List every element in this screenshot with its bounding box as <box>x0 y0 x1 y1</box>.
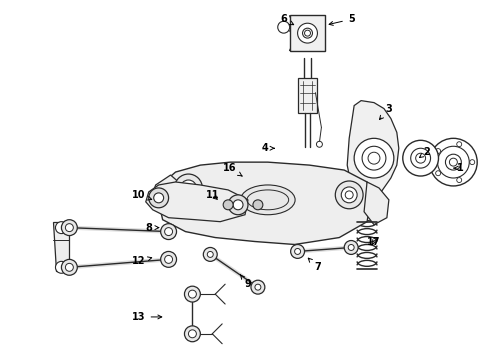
Circle shape <box>411 148 431 168</box>
Circle shape <box>207 251 213 257</box>
Ellipse shape <box>247 190 289 210</box>
Circle shape <box>348 244 354 251</box>
Circle shape <box>228 195 248 215</box>
Circle shape <box>436 171 441 176</box>
Circle shape <box>305 30 311 36</box>
Circle shape <box>430 138 477 186</box>
Circle shape <box>253 200 263 210</box>
Circle shape <box>403 140 439 176</box>
Circle shape <box>335 181 363 209</box>
Text: 10: 10 <box>132 190 152 200</box>
Polygon shape <box>290 15 325 51</box>
Text: 3: 3 <box>379 104 392 120</box>
Polygon shape <box>364 182 389 225</box>
Circle shape <box>189 290 196 298</box>
Circle shape <box>297 23 318 43</box>
Circle shape <box>161 251 176 267</box>
Text: 8: 8 <box>146 222 159 233</box>
Text: 9: 9 <box>240 274 251 289</box>
Circle shape <box>341 187 357 203</box>
Text: 7: 7 <box>308 258 321 272</box>
Circle shape <box>445 154 461 170</box>
Text: 17: 17 <box>367 237 381 247</box>
Circle shape <box>344 240 358 255</box>
Circle shape <box>203 247 217 261</box>
Circle shape <box>55 222 68 234</box>
Circle shape <box>61 220 77 235</box>
Polygon shape <box>159 162 371 244</box>
Circle shape <box>233 200 243 210</box>
Circle shape <box>184 184 193 192</box>
Text: 6: 6 <box>280 14 294 25</box>
Circle shape <box>317 141 322 147</box>
Circle shape <box>354 138 394 178</box>
Polygon shape <box>53 222 70 271</box>
Circle shape <box>165 228 172 235</box>
Text: 16: 16 <box>223 163 242 176</box>
Circle shape <box>251 280 265 294</box>
Circle shape <box>457 177 462 183</box>
Polygon shape <box>347 100 399 200</box>
Circle shape <box>184 286 200 302</box>
Circle shape <box>55 261 68 273</box>
Circle shape <box>161 224 176 239</box>
Circle shape <box>65 264 74 271</box>
Ellipse shape <box>241 185 295 215</box>
Circle shape <box>291 244 305 258</box>
Circle shape <box>189 330 196 338</box>
Circle shape <box>457 142 462 147</box>
Circle shape <box>470 159 475 165</box>
Text: 5: 5 <box>329 14 355 25</box>
Circle shape <box>302 28 313 38</box>
Circle shape <box>174 174 202 202</box>
Text: 2: 2 <box>419 147 430 158</box>
Text: 12: 12 <box>132 256 152 266</box>
Circle shape <box>255 284 261 290</box>
Circle shape <box>61 260 77 275</box>
Polygon shape <box>151 175 185 210</box>
Circle shape <box>368 152 380 164</box>
Text: 4: 4 <box>262 143 274 153</box>
Circle shape <box>278 21 290 33</box>
Circle shape <box>184 326 200 342</box>
Circle shape <box>65 224 74 231</box>
Circle shape <box>449 158 457 166</box>
Text: 13: 13 <box>132 312 162 322</box>
Circle shape <box>180 180 196 196</box>
Circle shape <box>416 153 426 163</box>
Circle shape <box>165 255 172 264</box>
Circle shape <box>436 149 441 153</box>
Circle shape <box>154 193 164 203</box>
Circle shape <box>294 248 300 255</box>
Circle shape <box>438 146 469 178</box>
Circle shape <box>149 188 169 208</box>
Circle shape <box>223 200 233 210</box>
Polygon shape <box>146 182 248 222</box>
Circle shape <box>345 191 353 199</box>
Circle shape <box>362 146 386 170</box>
Text: 11: 11 <box>205 190 219 200</box>
Text: 1: 1 <box>454 163 464 173</box>
Polygon shape <box>297 78 318 113</box>
